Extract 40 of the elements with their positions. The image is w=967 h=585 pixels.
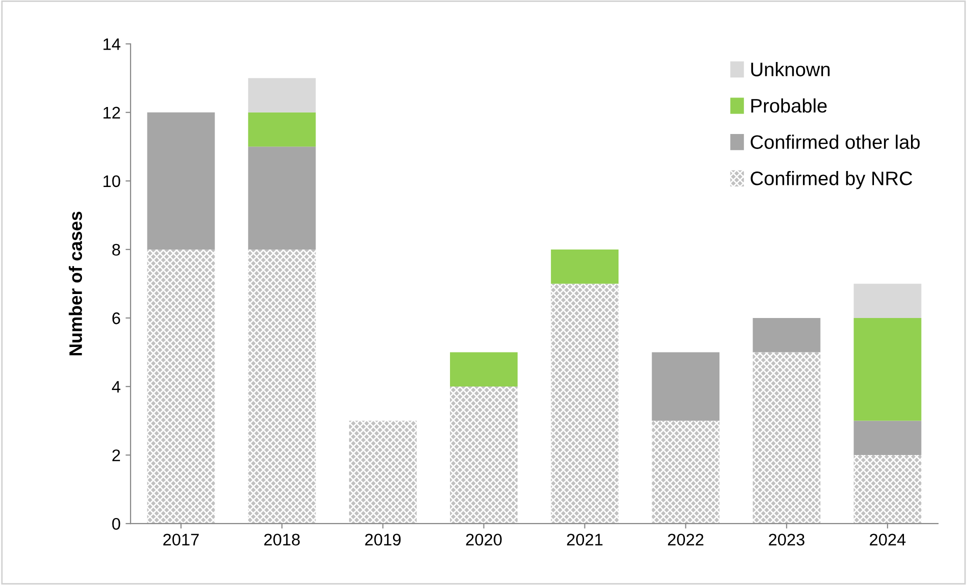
bar [752,352,820,524]
bar [854,284,922,318]
x-tick-label: 2022 [668,534,704,546]
y-tick-label: 6 [112,312,120,324]
y-tick-label: 0 [112,518,120,530]
bar [349,420,417,524]
legend-label: Probable [751,98,827,113]
y-axis-title: Number of cases [68,212,82,356]
x-tick-label: 2019 [365,534,401,546]
y-tick-label: 14 [104,38,120,50]
x-tick-label: 2018 [264,534,300,546]
bar [248,249,316,524]
bar [450,352,518,387]
bar [550,284,619,524]
legend-label: Confirmed other lab [750,134,920,149]
y-tick-label: 8 [112,244,120,256]
y-tick-label: 12 [104,106,120,118]
bar [248,112,316,147]
x-tick-label: 2021 [567,534,602,546]
bar [854,318,922,421]
x-tick-label: 2024 [870,534,906,546]
x-tick-label: 2020 [466,534,502,546]
legend-label: Confirmed by NRC [750,171,912,190]
x-tick-label: 2017 [163,534,199,546]
y-tick-label: 10 [104,175,120,188]
bar [248,78,316,112]
y-tick-label: 2 [112,449,120,462]
bar [752,318,820,352]
bar [652,352,720,421]
bar [147,249,215,524]
bar [147,112,215,250]
bar [450,386,518,524]
legend-label: Unknown [751,62,830,76]
x-tick-label: 2023 [768,534,804,546]
bar [248,146,316,250]
bar [854,420,922,456]
bar [652,420,720,524]
y-tick-label: 4 [112,381,120,393]
bar [550,249,619,284]
bar [854,455,922,524]
